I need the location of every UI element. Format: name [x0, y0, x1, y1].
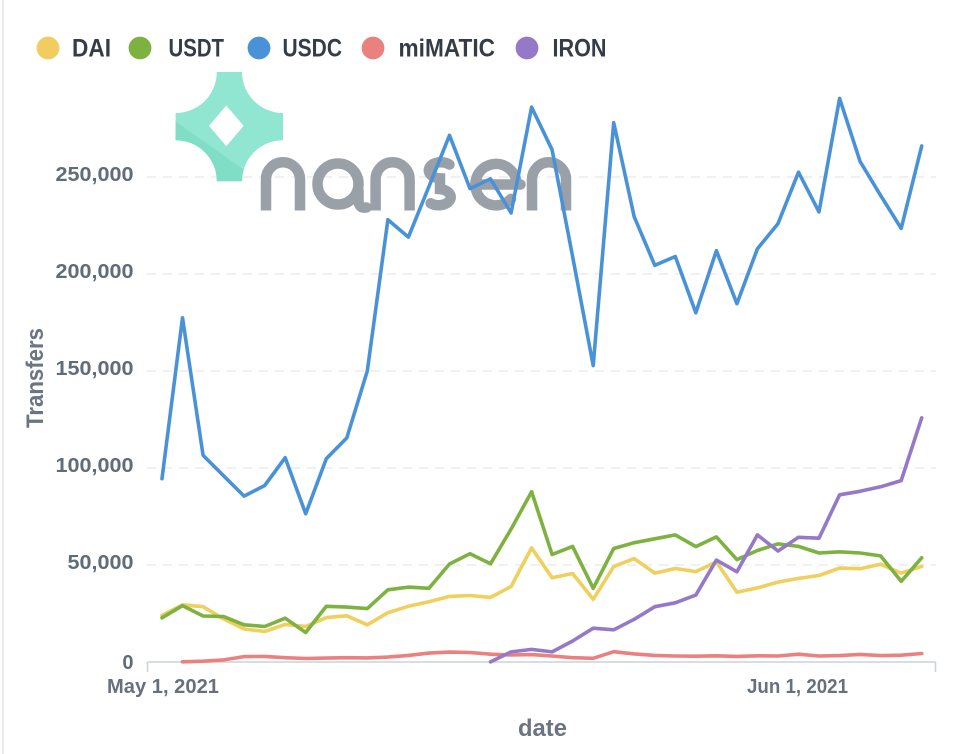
svg-text:0: 0: [122, 652, 133, 674]
svg-text:USDC: USDC: [283, 35, 343, 63]
svg-text:May 1, 2021: May 1, 2021: [107, 676, 219, 698]
svg-text:date: date: [518, 715, 567, 742]
svg-text:200,000: 200,000: [56, 261, 134, 283]
svg-text:150,000: 150,000: [56, 358, 134, 380]
svg-text:IRON: IRON: [553, 35, 607, 63]
svg-text:50,000: 50,000: [68, 552, 134, 574]
svg-text:USDT: USDT: [169, 35, 225, 63]
svg-text:DAI: DAI: [72, 35, 111, 63]
svg-text:250,000: 250,000: [56, 164, 134, 186]
svg-text:Jun 1, 2021: Jun 1, 2021: [747, 676, 848, 698]
svg-text:100,000: 100,000: [56, 455, 134, 477]
svg-text:Transfers: Transfers: [22, 328, 49, 428]
svg-text:miMATIC: miMATIC: [399, 35, 496, 63]
